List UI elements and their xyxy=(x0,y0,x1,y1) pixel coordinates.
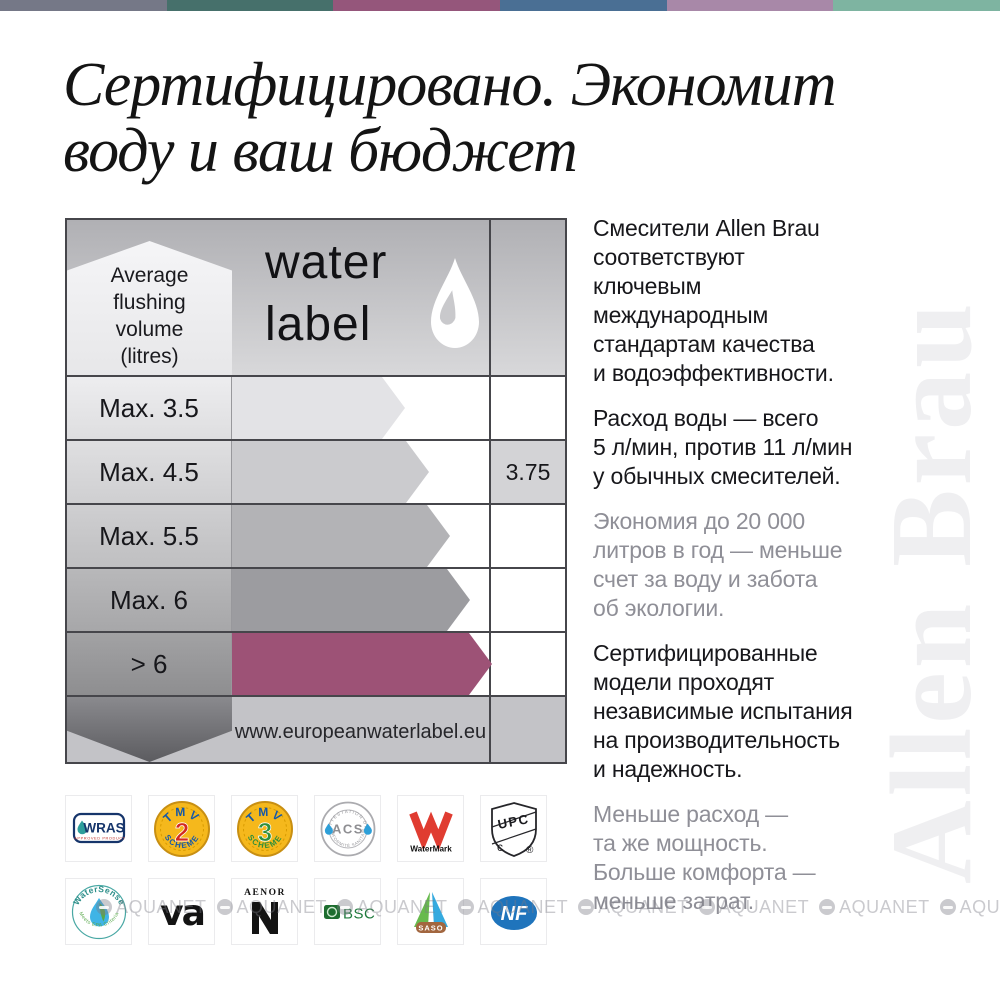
wras-subtext: APPROVED PRODUCT xyxy=(74,835,126,840)
aquanet-icon xyxy=(578,899,595,915)
aquanet-watermark: AQUANET xyxy=(578,897,689,918)
aquanet-watermark: AQUANET xyxy=(698,896,810,918)
acs-logo: ATTESTATION DE ACS CONFORMITÉ SANITAIRE xyxy=(314,795,381,862)
strip-segment xyxy=(333,0,501,11)
rating-value-cell xyxy=(491,633,565,695)
chart-footer: www.europeanwaterlabel.eu xyxy=(67,695,565,762)
aquanet-watermark: AQUANET xyxy=(457,896,569,918)
rating-arrow xyxy=(232,377,405,439)
aquanet-text: AQUANET xyxy=(959,896,1000,917)
row-label: > 6 xyxy=(67,633,232,695)
tmv2-logo: TMV 2 SCHEME xyxy=(148,795,215,862)
aquanet-watermark: AQUANET xyxy=(819,897,930,918)
va-logo: va xyxy=(148,878,215,945)
rating-arrow xyxy=(232,569,470,631)
chart-row: Max. 6 xyxy=(67,567,565,631)
row-label: Max. 3.5 xyxy=(67,377,232,439)
water-droplet-icon xyxy=(431,258,479,348)
nf-text: NF xyxy=(500,903,527,925)
info-text-column: Смесители Allen Brau соответствуют ключе… xyxy=(593,214,885,932)
water-label-chart: Average flushing volume (litres) water l… xyxy=(65,218,567,764)
aquanet-watermark: AQUANET xyxy=(337,897,448,918)
aenor-text: AENOR xyxy=(244,888,286,898)
upc-c-text: c xyxy=(497,840,503,854)
aquanet-icon xyxy=(819,899,836,915)
chart-row: > 6 xyxy=(67,631,565,695)
upc-logo: UPC c ® xyxy=(480,795,547,862)
watersense-logo: WaterSense Meets EPA Criteria xyxy=(65,878,132,945)
chart-header: Average flushing volume (litres) water l… xyxy=(67,220,565,375)
rating-arrow xyxy=(232,505,450,567)
aquanet-text: AQUANET xyxy=(116,896,207,917)
row-label: Max. 4.5 xyxy=(67,441,232,503)
wras-text: WRAS xyxy=(83,820,124,835)
aquanet-icon xyxy=(457,899,474,915)
rating-value-cell xyxy=(491,569,565,631)
aquanet-text: AQUANET xyxy=(357,896,448,917)
top-color-strip xyxy=(0,0,1000,11)
saso-logo: SASO xyxy=(397,878,464,945)
wras-logo: WRAS APPROVED PRODUCT xyxy=(65,795,132,862)
saso-text: SASO xyxy=(418,923,443,932)
nf-logo: NF xyxy=(480,878,547,945)
aquanet-watermark-row: AQUANET AQUANET AQUANET AQUANET AQUANET … xyxy=(96,896,1000,918)
water-label-logo-text: water label xyxy=(265,236,388,351)
aquanet-text: AQUANET xyxy=(718,896,810,917)
bsc-logo: BSC xyxy=(314,878,381,945)
aquanet-icon xyxy=(698,899,715,915)
chart-row: Max. 3.5 xyxy=(67,375,565,439)
certification-logos: WRAS APPROVED PRODUCT TMV 2 SCHEME xyxy=(65,795,565,945)
tmv2-number: 2 xyxy=(174,817,188,847)
row-label: Max. 5.5 xyxy=(67,505,232,567)
chart-column-divider xyxy=(489,220,491,762)
info-paragraph: Расход воды — всего 5 л/мин, против 11 л… xyxy=(593,405,853,489)
aquanet-icon xyxy=(939,899,956,915)
page-title: Сертифицировано. Экономит воду и ваш бюд… xyxy=(63,51,836,185)
waterlabel-url: www.europeanwaterlabel.eu xyxy=(234,721,487,743)
strip-segment xyxy=(666,0,834,11)
tmv3-logo: TMV 3 SCHEME xyxy=(231,795,298,862)
flushing-volume-header: Average flushing volume (litres) xyxy=(67,241,232,375)
chart-row: Max. 5.5 xyxy=(67,503,565,567)
strip-segment xyxy=(500,0,667,11)
info-paragraph: Сертифицированные модели проходят незави… xyxy=(593,640,853,782)
acs-text: ACS xyxy=(332,821,364,836)
aquanet-text: AQUANET xyxy=(598,896,689,917)
footer-pentagon xyxy=(67,697,232,762)
bsc-text: BSC xyxy=(343,905,375,922)
aquanet-icon xyxy=(337,899,354,915)
rating-value-cell xyxy=(491,505,565,567)
aquanet-text: AQUANET xyxy=(839,896,930,917)
strip-segment xyxy=(166,0,334,11)
vertical-brand-watermark: Allen Brau xyxy=(868,299,996,884)
rating-arrow xyxy=(232,441,429,503)
watermark-logo: WaterMark xyxy=(397,795,464,862)
info-paragraph: Меньше расход — та же мощность. Больше к… xyxy=(593,801,816,914)
info-paragraph: Смесители Allen Brau соответствуют ключе… xyxy=(593,215,834,386)
strip-segment xyxy=(0,0,167,11)
aquanet-text: AQUANET xyxy=(236,896,328,917)
row-label: Max. 6 xyxy=(67,569,232,631)
info-paragraph: Экономия до 20 000 литров в год — меньше… xyxy=(593,508,843,621)
chart-row: Max. 4.5 3.75 xyxy=(67,439,565,503)
va-text: va xyxy=(160,893,204,934)
strip-segment xyxy=(833,0,1000,11)
rating-value-cell: 3.75 xyxy=(491,441,565,503)
watermark-text: WaterMark xyxy=(410,844,452,853)
aquanet-watermark: AQUANET xyxy=(216,896,328,918)
aquanet-text: AQUANET xyxy=(477,896,569,917)
rating-value-cell xyxy=(491,377,565,439)
upc-r-mark: ® xyxy=(526,845,534,856)
aquanet-icon xyxy=(216,899,233,915)
rating-arrow xyxy=(232,633,492,695)
aenor-logo: AENOR xyxy=(231,878,298,945)
aquanet-icon xyxy=(96,899,112,915)
upc-text: UPC xyxy=(496,811,530,832)
aquanet-watermark: AQUANET xyxy=(96,897,207,918)
aquanet-watermark: AQUANET xyxy=(939,896,1000,918)
tmv3-number: 3 xyxy=(257,817,271,847)
